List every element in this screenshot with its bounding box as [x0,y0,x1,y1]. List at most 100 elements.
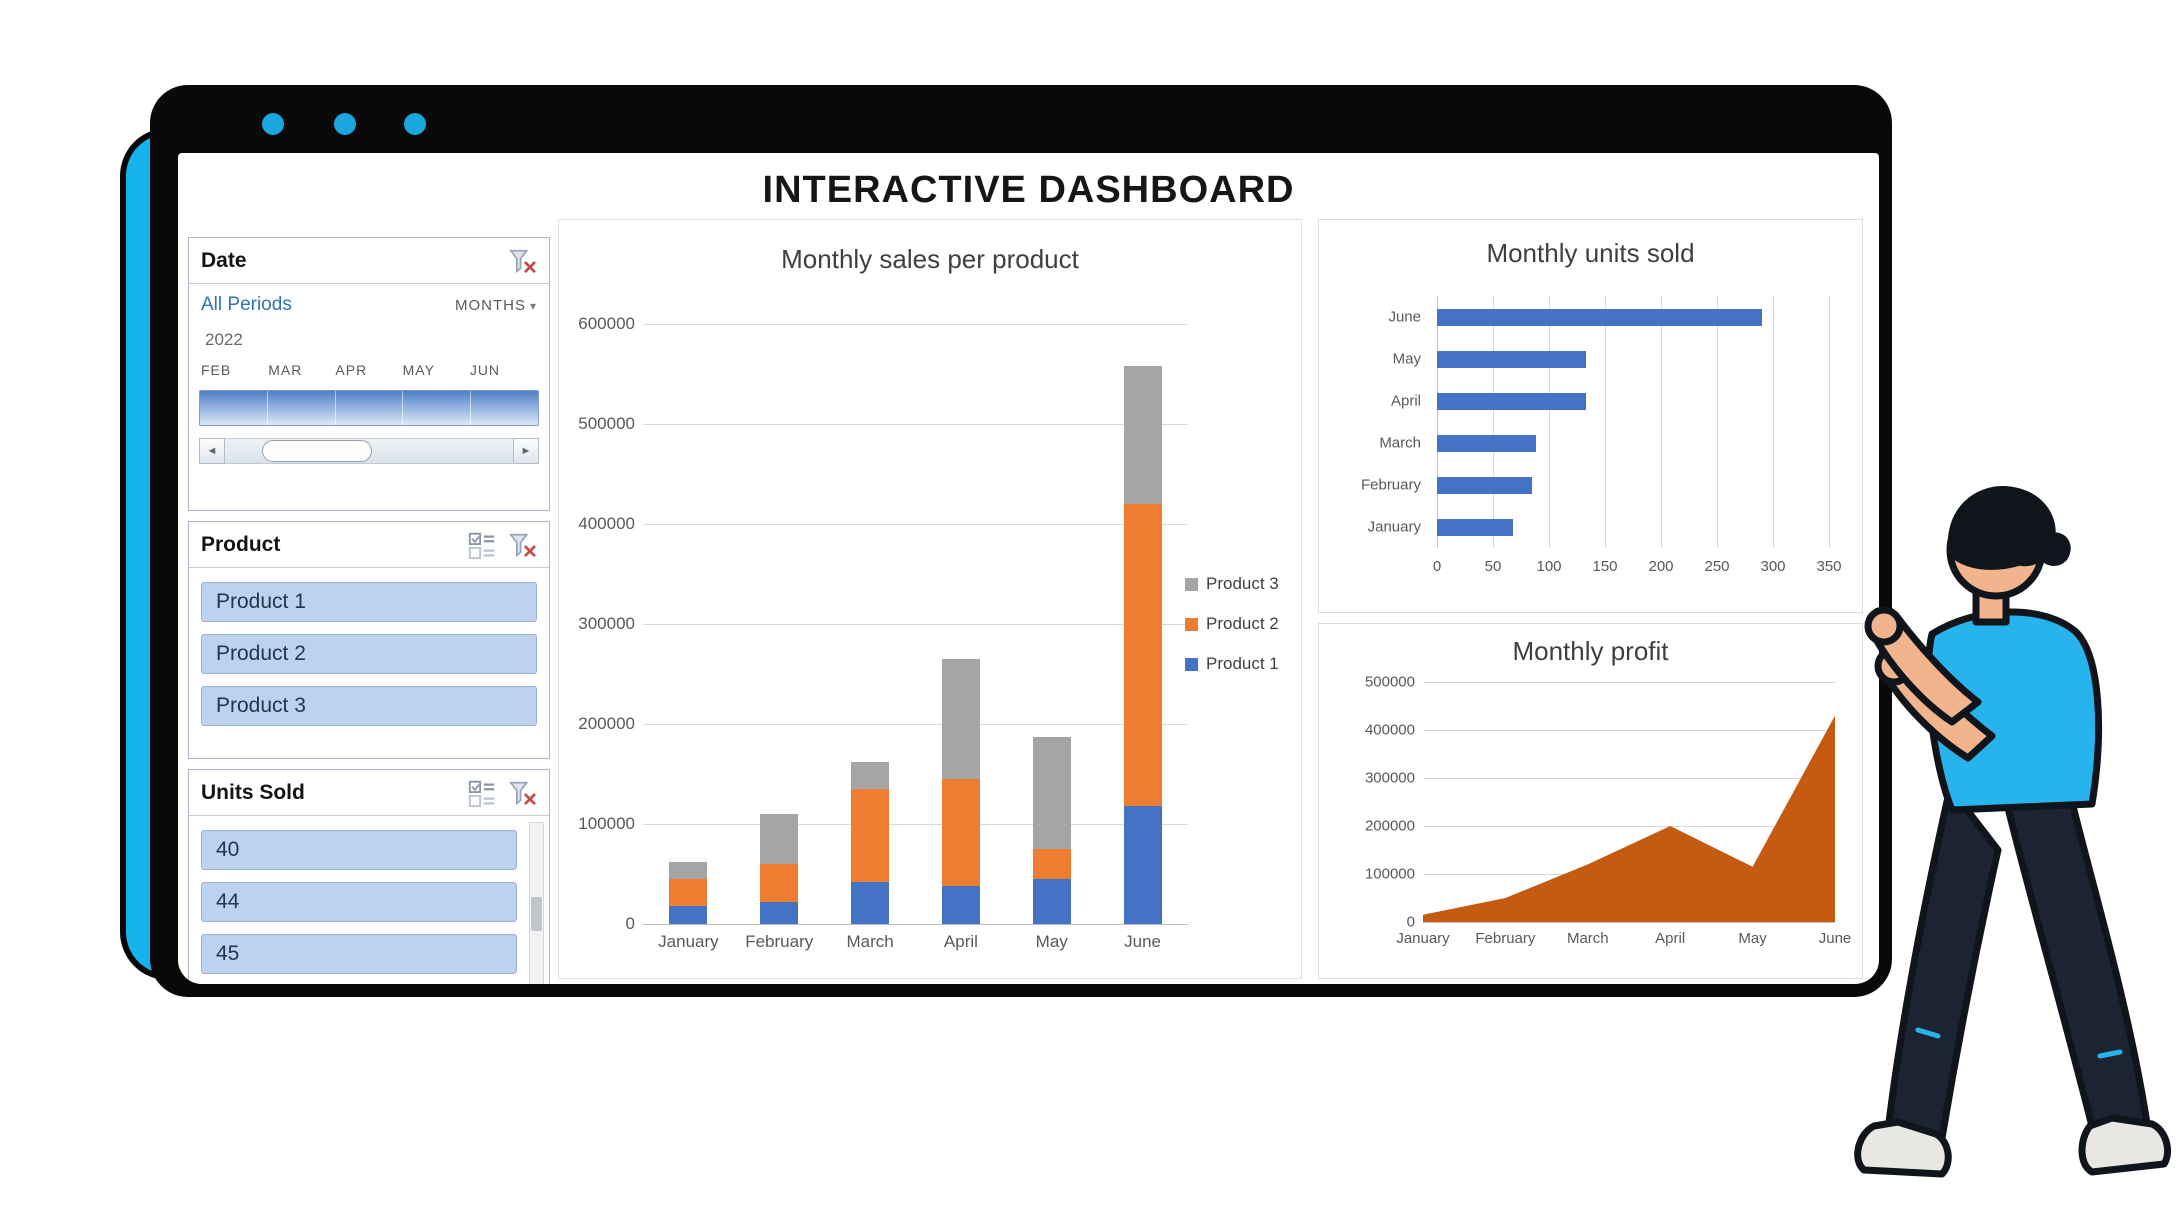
date-year-label: 2022 [205,330,243,349]
category-label: April [1390,392,1421,410]
plot-area [643,324,1188,925]
date-granularity-dropdown[interactable]: MONTHS ▾ [455,297,537,314]
chart-monthly-sales[interactable]: Monthly sales per product 0 100000 200000 3… [558,219,1302,979]
x-tick-label: 250 [1704,558,1730,575]
timeline-month-label[interactable]: MAR [268,362,303,378]
bar-segment [1123,504,1162,806]
y-tick-label: 200000 [578,714,635,733]
gridline [1773,296,1774,548]
timeline-month-label[interactable]: APR [335,362,368,378]
bar [1437,350,1586,368]
bar [1437,392,1586,410]
window-control-dot[interactable] [262,113,284,135]
bar-segment [760,902,799,924]
gridline [1605,296,1606,548]
bar-segment [941,779,980,886]
stacked-column [1032,737,1071,924]
legend: Product 3 Product 2 Product 1 [1185,564,1297,684]
area-series [1423,715,1835,922]
person-illustration [1854,486,2171,1178]
stacked-column [1123,366,1162,924]
scroll-left-icon[interactable]: ◄ [199,438,225,464]
slicer-item-units[interactable]: 40 [201,830,517,870]
x-tick-label: 0 [1432,558,1442,575]
gridline [1493,296,1494,548]
timeline-range-cell[interactable] [471,391,538,425]
bar-segment [851,882,890,924]
gridline [1423,682,1835,683]
date-slicer-selection-row: All Periods MONTHS ▾ [201,294,537,316]
x-tick-label: 300 [1760,558,1786,575]
slicer-item-product[interactable]: Product 1 [201,582,537,622]
units-scrollbar-track[interactable] [529,822,544,984]
x-tick-label: March [1566,930,1609,947]
slicer-item-units[interactable]: 45 [201,934,517,974]
y-tick-label: 400000 [1364,721,1415,739]
scroll-right-icon[interactable]: ► [513,438,539,464]
timeline-month-label[interactable]: MAY [402,362,435,378]
y-tick-label: 500000 [578,414,635,433]
gridline [1423,922,1835,923]
y-tick-label: 300000 [1364,769,1415,787]
legend-label: Product 3 [1206,574,1279,593]
gridline [643,324,1188,325]
x-tick-label: June [1124,932,1161,951]
window-control-dot[interactable] [334,113,356,135]
gridline [1829,296,1830,548]
date-granularity-label: MONTHS [454,296,526,314]
timeline-range-cell[interactable] [336,391,404,425]
timeline-range-cell[interactable] [200,391,268,425]
multi-select-icon[interactable] [467,530,497,560]
product-slicer-title: Product [201,532,281,556]
x-tick-label: 350 [1816,558,1842,575]
stacked-column [941,659,980,924]
y-tick-label: 0 [625,914,635,933]
chart-title: Monthly units sold [1486,238,1695,268]
slicer-item-product[interactable]: Product 3 [201,686,537,726]
y-tick-label: 100000 [578,814,635,833]
x-axis: January February March April May June [1396,930,1851,952]
timeline-scrollbar: ◄ ► [199,438,539,464]
slicer-item-product[interactable]: Product 2 [201,634,537,674]
chart-monthly-profit[interactable]: Monthly profit 0 100000 200000 300000 400000… [1318,623,1863,979]
timeline-scroll-track[interactable] [225,438,513,464]
clear-filter-icon[interactable] [507,246,537,276]
stacked-column [851,762,890,924]
bar-segment [1032,879,1071,924]
chart-monthly-units[interactable]: Monthly units sold June May April March Febr… [1318,219,1863,613]
timeline-scroll-thumb[interactable] [262,440,372,462]
legend-swatch [1185,657,1198,671]
category-label: March [1379,434,1421,452]
timeline-range-cell[interactable] [268,391,336,425]
bar-segment [669,906,708,924]
legend-item: Product 1 [1185,644,1297,684]
x-tick-label: 50 [1484,558,1502,575]
bar [1437,308,1762,326]
gridline [1717,296,1718,548]
dashboard-content: INTERACTIVE DASHBOARD Date All Periods M… [178,153,1879,984]
plot-area [1423,682,1835,923]
gridline [1423,730,1835,731]
units-scrollbar-thumb[interactable] [531,897,542,932]
timeline-range-cell[interactable] [403,391,472,425]
timeline-month-label[interactable]: JUN [469,362,501,378]
x-tick-label: May [1738,930,1767,947]
gridline [1661,296,1662,548]
category-label: May [1392,350,1421,368]
slicer-item-units[interactable]: 44 [201,882,517,922]
units-sold-slicer-header: Units Sold [189,770,549,816]
category-label: June [1388,308,1421,326]
gridline [1437,296,1438,548]
clear-filter-icon[interactable] [507,778,537,808]
multi-select-icon[interactable] [467,778,497,808]
timeline-selected-range[interactable] [199,390,539,426]
legend-swatch [1185,577,1198,591]
x-tick-label: 200 [1648,558,1674,575]
window-control-dot[interactable] [404,113,426,135]
clear-filter-icon[interactable] [507,530,537,560]
bar [1437,434,1536,452]
stacked-column [760,814,799,924]
x-tick-label: February [745,932,814,951]
category-label: February [1360,476,1421,494]
timeline-month-label[interactable]: FEB [201,362,232,378]
